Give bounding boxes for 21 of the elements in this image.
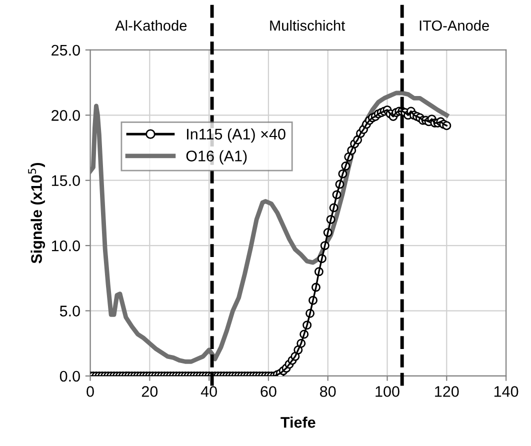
y-tick-label: 10.0	[52, 240, 80, 252]
text: Al-Kathode	[115, 20, 187, 31]
y-tick-label: 0.0	[60, 370, 80, 382]
x-tick-label: 100	[376, 386, 400, 397]
x-tick-label: 140	[494, 386, 518, 397]
y-tick-label: 15.0	[52, 175, 80, 186]
x-axis-title: Tiefe	[280, 416, 316, 428]
legend-label: In115 (A1) ×40	[187, 128, 286, 143]
x-tick-label: 60	[260, 386, 276, 397]
x-tick-label: 120	[435, 386, 459, 397]
x-tick-label: 40	[200, 386, 217, 397]
y-tick-label: 25.0	[52, 44, 80, 56]
x-tick-label: 80	[320, 386, 336, 397]
y-tick-label: 5.0	[60, 306, 80, 316]
y-tick-label: 20.0	[52, 110, 80, 121]
legend-label: O16 (A1)	[186, 150, 247, 164]
text: ITO-Anode	[420, 20, 489, 31]
x-tick-label: 0	[86, 386, 94, 397]
x-tick-label: 20	[142, 386, 158, 397]
text: Multischicht	[270, 20, 346, 31]
y-axis-title: Signale (x10$^{5}$)	[28, 162, 46, 264]
